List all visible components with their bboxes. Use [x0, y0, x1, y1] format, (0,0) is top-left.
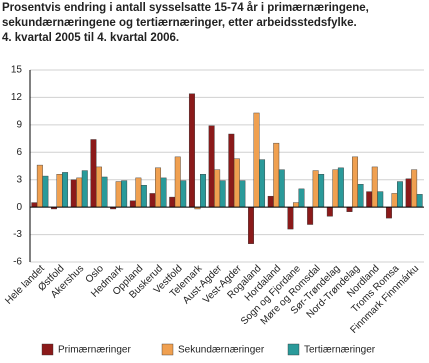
bar — [337, 167, 344, 208]
bar — [36, 164, 43, 208]
bar — [208, 125, 215, 208]
bar — [318, 174, 325, 208]
bar — [70, 179, 77, 208]
bar — [228, 133, 235, 208]
chart-title: Prosentvis endring i antall sysselsatte … — [2, 2, 369, 14]
legend-label: Primærnæringer — [58, 345, 131, 356]
bar — [81, 170, 88, 208]
bar — [155, 167, 162, 208]
bar — [292, 202, 299, 208]
bar — [405, 178, 412, 208]
bar — [366, 191, 373, 208]
bar — [149, 193, 156, 208]
bar — [377, 191, 384, 208]
bar — [278, 169, 285, 208]
bar — [357, 184, 364, 208]
legend-swatch — [287, 343, 300, 356]
bar — [180, 180, 187, 208]
bar — [169, 196, 176, 208]
bar — [121, 180, 128, 208]
bar — [101, 176, 108, 208]
bar — [174, 156, 181, 208]
bar — [312, 170, 319, 208]
bar — [298, 188, 305, 208]
bar — [287, 206, 294, 230]
bar — [332, 169, 339, 208]
bar — [42, 175, 49, 208]
bar — [411, 169, 418, 208]
bar — [135, 177, 142, 208]
bar — [416, 194, 423, 208]
bar — [248, 206, 254, 244]
bar — [115, 181, 122, 208]
bar — [200, 174, 206, 208]
bar — [391, 193, 398, 208]
bar — [129, 200, 136, 208]
y-tick-label: -6 — [13, 257, 22, 268]
bar — [239, 180, 246, 208]
bar — [371, 166, 378, 208]
y-tick-label: -3 — [13, 229, 22, 240]
y-tick-label: 6 — [16, 147, 22, 158]
bar — [267, 195, 274, 208]
legend-swatch — [161, 343, 174, 356]
bar — [56, 174, 63, 208]
bar — [259, 159, 266, 208]
bar — [90, 139, 97, 208]
bar — [326, 206, 333, 217]
bar — [273, 142, 280, 208]
bar — [397, 181, 403, 208]
bar — [352, 156, 359, 208]
legend-label: Tertiærnæringer — [304, 345, 376, 356]
bar — [160, 177, 167, 208]
bar — [188, 93, 195, 208]
y-tick-label: 3 — [16, 174, 22, 185]
bar — [31, 202, 38, 208]
bar — [76, 177, 83, 208]
y-tick-label: 12 — [11, 92, 23, 103]
bar — [140, 184, 147, 208]
bar — [214, 169, 221, 208]
bar — [219, 180, 226, 208]
y-tick-label: 15 — [11, 65, 23, 76]
bar — [346, 206, 353, 212]
legend-swatch — [41, 343, 54, 356]
legend-label: Sekundærnæringer — [178, 345, 265, 356]
y-tick-label: 0 — [16, 202, 22, 213]
bar — [62, 172, 69, 208]
bar — [233, 158, 240, 208]
bar — [307, 206, 314, 225]
y-tick-label: 9 — [16, 119, 22, 130]
chart-title: sekundærnæringene og tertiærnæringer, et… — [2, 17, 357, 29]
bar — [95, 166, 102, 208]
chart-title: 4. kvartal 2005 til 4. kvartal 2006. — [2, 32, 179, 44]
bar — [253, 112, 260, 208]
bar — [385, 206, 392, 219]
